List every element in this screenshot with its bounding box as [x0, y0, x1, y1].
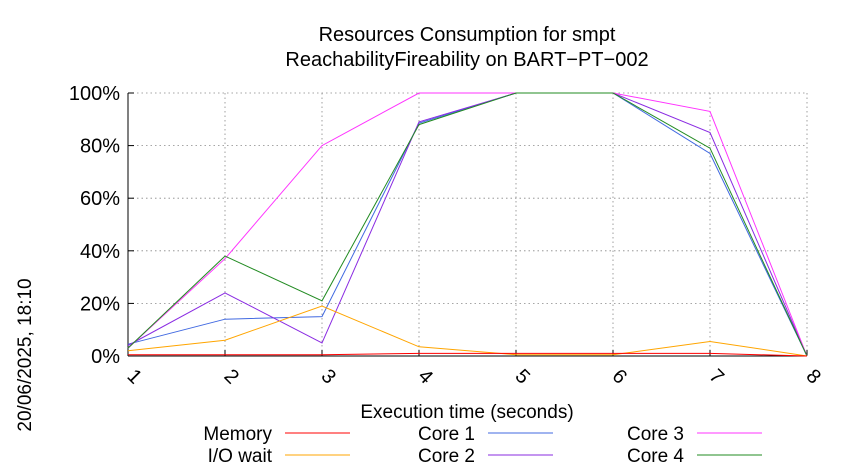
x-tick-label: 1	[123, 365, 146, 388]
legend-label-core-1: Core 1	[418, 424, 475, 445]
legend-label-core-4: Core 4	[627, 446, 684, 467]
x-tick-label: 3	[317, 365, 340, 388]
chart-subtitle: ReachabilityFireability on BART−PT−002	[285, 49, 648, 71]
x-axis-label: Execution time (seconds)	[360, 402, 573, 423]
chart-title: Resources Consumption for smpt	[319, 24, 616, 46]
grid	[128, 92, 808, 356]
axes	[127, 92, 808, 357]
legend-label-i-o-wait: I/O wait	[208, 446, 273, 467]
x-tick-label: 2	[220, 365, 243, 388]
series-lines	[127, 92, 808, 357]
y-tick-label: 60%	[80, 188, 120, 210]
series-line-memory	[128, 352, 808, 357]
y-tick-label: 40%	[80, 241, 120, 263]
y-tick-label: 100%	[69, 83, 120, 105]
tick-labels: 0% 20% 40% 60% 80% 100% 1 2 3 4 5 6 7 8	[69, 83, 825, 388]
legend-label-core-2: Core 2	[418, 446, 475, 467]
x-tick-label: 6	[608, 365, 631, 388]
x-tick-label: 7	[705, 365, 728, 388]
y-tick-label: 0%	[91, 346, 120, 368]
series-line-core-1	[127, 92, 808, 357]
series-line-core-4	[127, 92, 808, 357]
side-timestamp-label: 20/06/2025, 18:10	[15, 278, 36, 431]
x-tick-label: 8	[802, 365, 825, 388]
series-line-core-3	[127, 92, 808, 357]
y-tick-label: 80%	[80, 136, 120, 158]
legend-label-memory: Memory	[203, 424, 272, 445]
series-line-i-o-wait	[127, 305, 808, 357]
y-tick-label: 20%	[80, 293, 120, 315]
legend-label-core-3: Core 3	[627, 424, 684, 445]
series-line-core-2	[127, 92, 808, 357]
x-tick-label: 4	[414, 365, 437, 388]
x-tick-label: 5	[511, 365, 534, 388]
